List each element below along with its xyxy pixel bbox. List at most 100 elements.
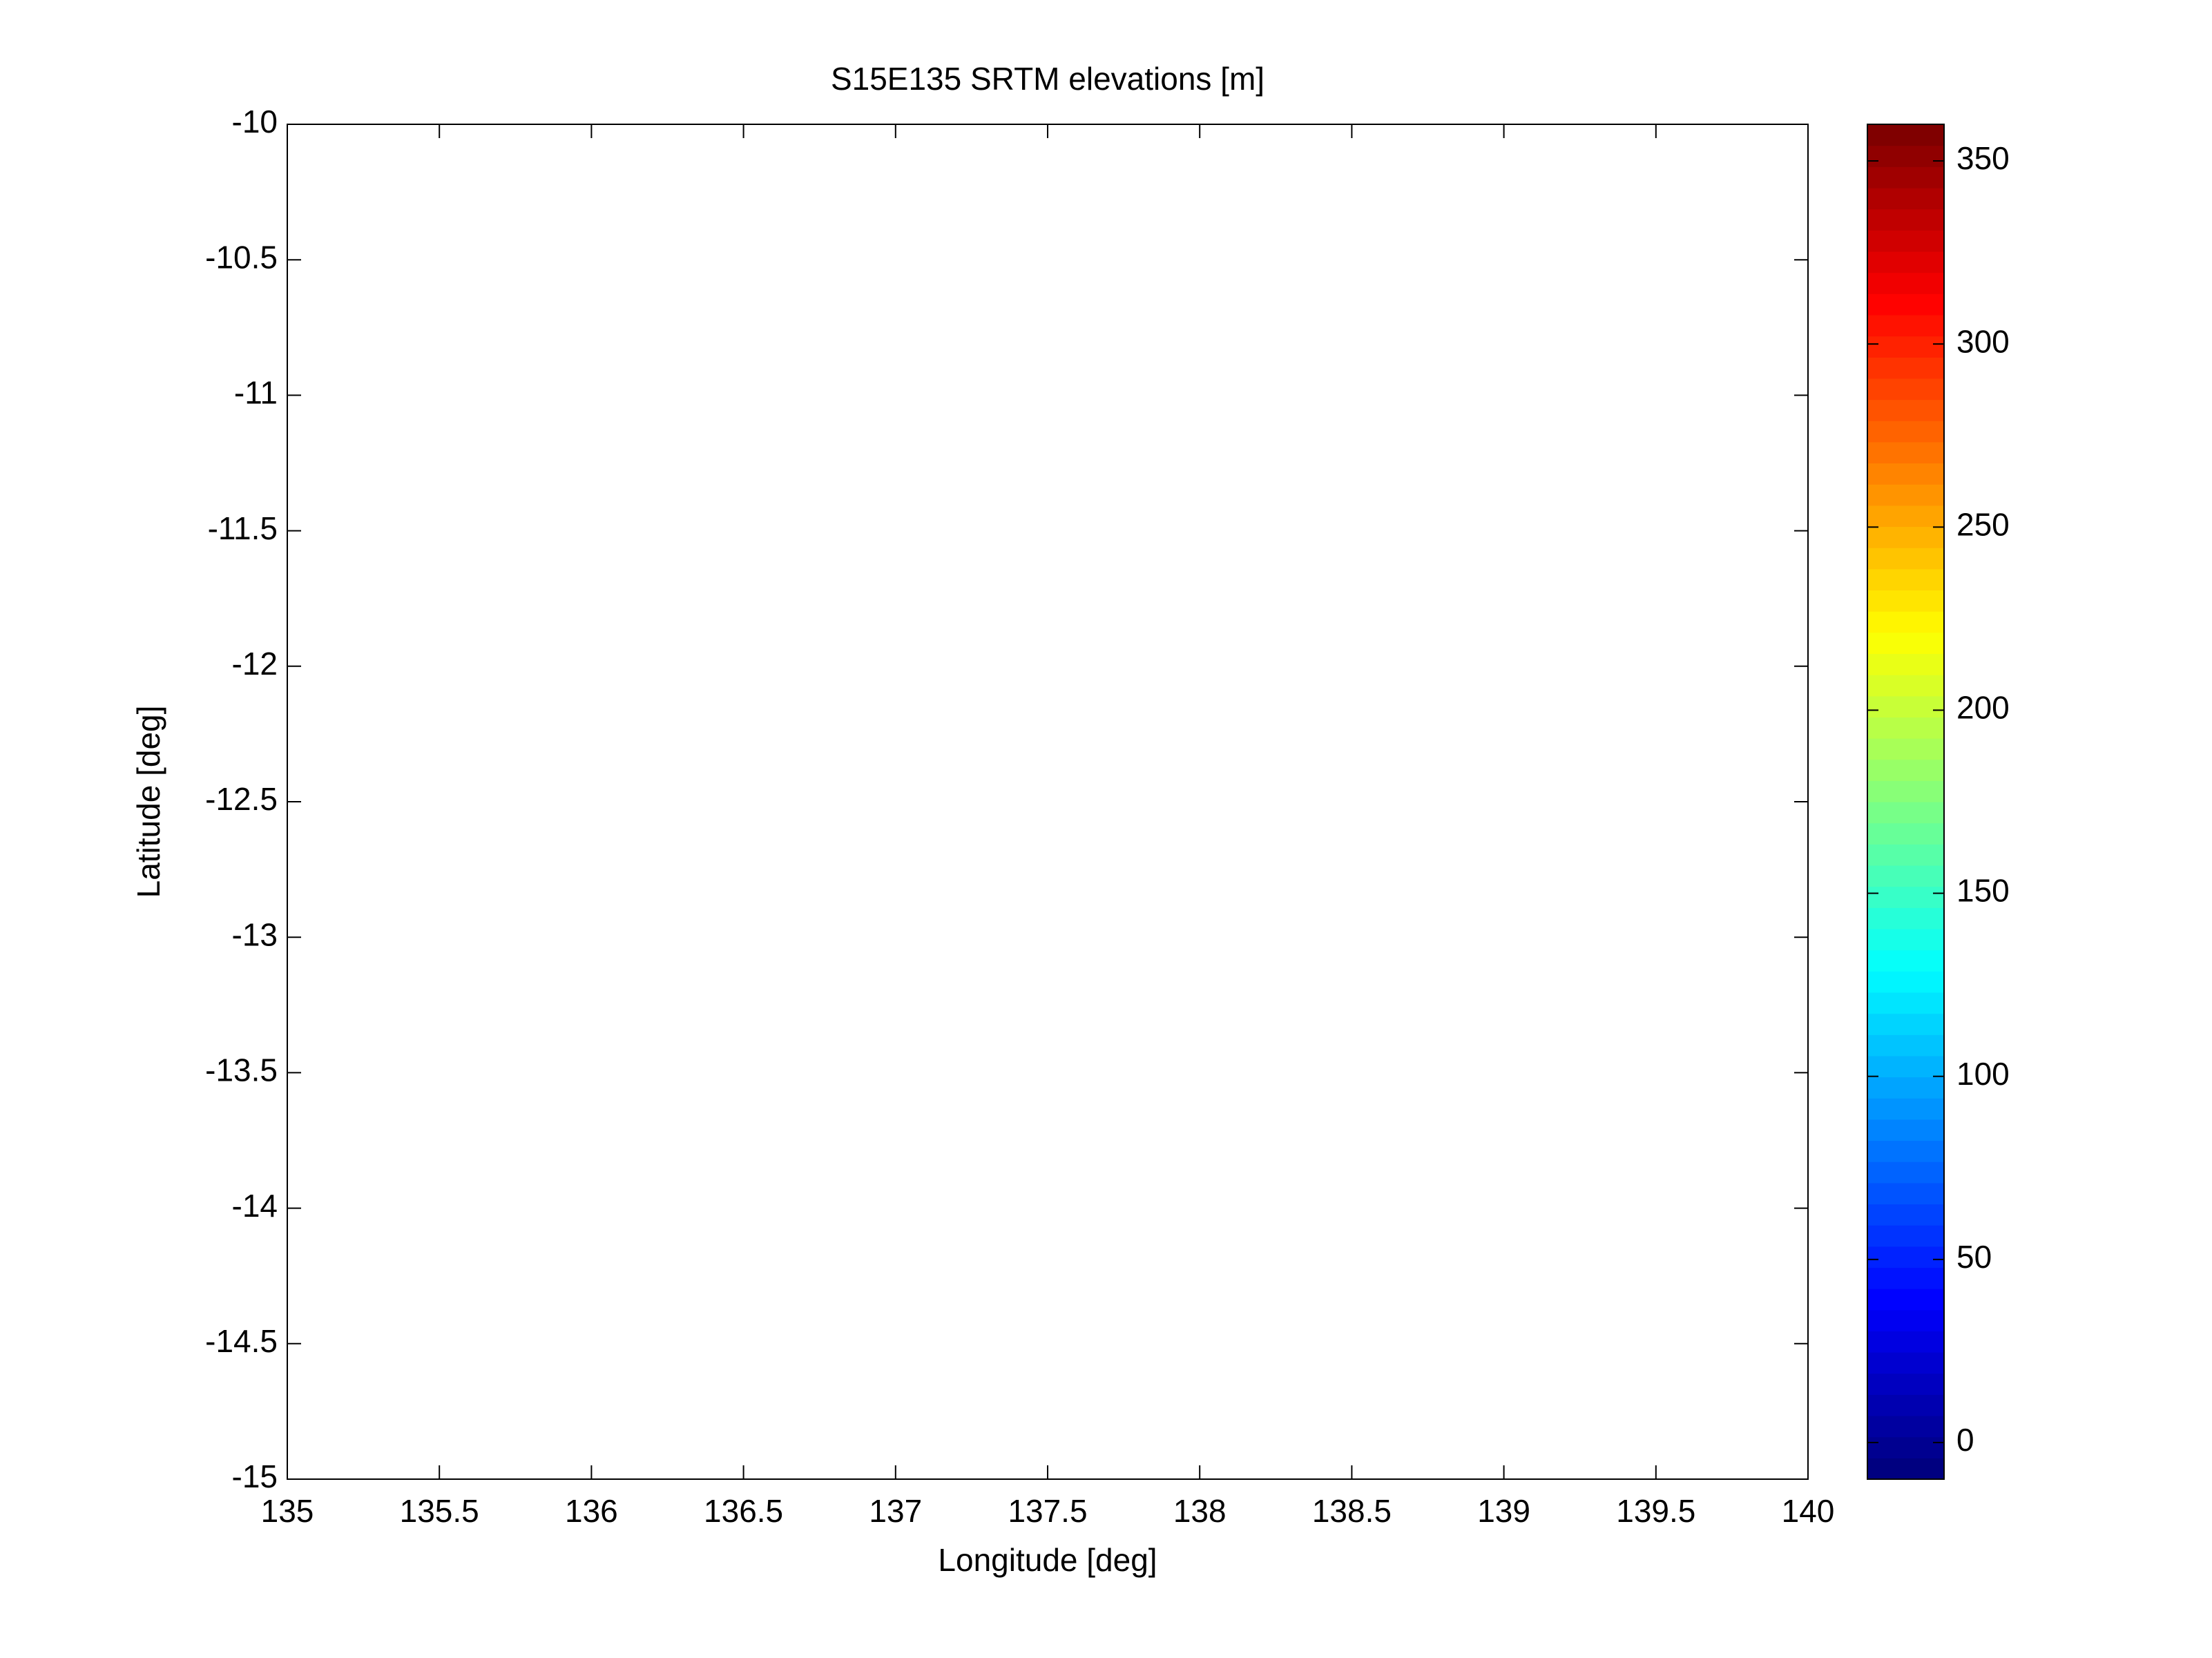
- y-tick-label: -14.5: [205, 1323, 278, 1359]
- x-tick-label: 139: [1477, 1493, 1530, 1529]
- colorbar-step: [1867, 653, 1944, 675]
- colorbar-step: [1867, 441, 1944, 464]
- colorbar-step: [1867, 1140, 1944, 1162]
- y-tick-label: -10: [232, 104, 278, 139]
- x-tick-label: 135: [261, 1493, 314, 1529]
- colorbar-step: [1867, 336, 1944, 358]
- colorbar-step: [1867, 399, 1944, 421]
- colorbar-step: [1867, 272, 1944, 294]
- colorbar-step: [1867, 675, 1944, 697]
- colorbar-step: [1867, 950, 1944, 972]
- y-tick-label: -13.5: [205, 1052, 278, 1088]
- colorbar-step: [1867, 780, 1944, 802]
- colorbar-step: [1867, 759, 1944, 781]
- colorbar-step: [1867, 1458, 1944, 1480]
- colorbar-step: [1867, 1098, 1944, 1120]
- colorbar-step: [1867, 992, 1944, 1014]
- x-tick-label: 137.5: [1008, 1493, 1087, 1529]
- colorbar-tick-label: 350: [1956, 140, 2010, 176]
- x-tick-label: 135.5: [400, 1493, 479, 1529]
- colorbar-step: [1867, 1225, 1944, 1247]
- colorbar-step: [1867, 568, 1944, 591]
- colorbar-step: [1867, 1119, 1944, 1141]
- colorbar-tick-label: 100: [1956, 1056, 2010, 1092]
- colorbar-step: [1867, 1309, 1944, 1332]
- y-tick-label: -14: [232, 1188, 278, 1224]
- colorbar-step: [1867, 822, 1944, 845]
- colorbar-step: [1867, 632, 1944, 655]
- colorbar-step: [1867, 971, 1944, 993]
- colorbar-step: [1867, 251, 1944, 273]
- x-tick-label: 136: [565, 1493, 618, 1529]
- colorbar-step: [1867, 463, 1944, 485]
- colorbar-step: [1867, 1034, 1944, 1057]
- colorbar-step: [1867, 293, 1944, 316]
- x-axis-label: Longitude [deg]: [938, 1542, 1157, 1578]
- colorbar-step: [1867, 611, 1944, 633]
- x-tick-label: 138.5: [1312, 1493, 1392, 1529]
- colorbar-step: [1867, 717, 1944, 739]
- colorbar-step: [1867, 548, 1944, 570]
- colorbar-step: [1867, 421, 1944, 443]
- x-tick-label: 136.5: [704, 1493, 783, 1529]
- colorbar-step: [1867, 886, 1944, 908]
- colorbar-step: [1867, 1289, 1944, 1311]
- colorbar-step: [1867, 1267, 1944, 1289]
- x-tick-label: 140: [1782, 1493, 1835, 1529]
- colorbar-step: [1867, 1204, 1944, 1226]
- colorbar-step: [1867, 907, 1944, 929]
- x-tick-label: 139.5: [1616, 1493, 1695, 1529]
- y-tick-label: -11: [234, 375, 278, 411]
- colorbar-step: [1867, 1373, 1944, 1395]
- colorbar-step: [1867, 209, 1944, 231]
- colorbar-step: [1867, 1352, 1944, 1374]
- colorbar-step: [1867, 1161, 1944, 1184]
- y-tick-label: -12.5: [205, 781, 278, 817]
- colorbar-tick-label: 0: [1956, 1422, 1974, 1458]
- colorbar-tick-label: 50: [1956, 1239, 1992, 1275]
- colorbar-step: [1867, 314, 1944, 337]
- colorbar-step: [1867, 1394, 1944, 1416]
- colorbar-step: [1867, 844, 1944, 866]
- colorbar-step: [1867, 738, 1944, 760]
- colorbar-step: [1867, 187, 1944, 210]
- colorbar-tick-label: 200: [1956, 690, 2010, 726]
- axes: 135 135.5 136 136.5 137 137.5 138 138.5 139 139.5…: [205, 104, 1834, 1529]
- colorbar-step: [1867, 865, 1944, 887]
- colorbar-step: [1867, 357, 1944, 379]
- colorbar: 0 50 100 150 200 250 300 350: [1867, 124, 2010, 1480]
- colorbar-step: [1867, 1055, 1944, 1078]
- y-tick-label: -12: [232, 646, 278, 682]
- colorbar-step: [1867, 1436, 1944, 1458]
- colorbar-step: [1867, 802, 1944, 824]
- colorbar-step: [1867, 505, 1944, 528]
- colorbar-step: [1867, 230, 1944, 252]
- y-axis-label: Latitude [deg]: [131, 706, 166, 898]
- colorbar-step: [1867, 124, 1944, 146]
- y-tick-label: -15: [232, 1458, 278, 1494]
- y-tick-label: -11.5: [208, 510, 278, 546]
- colorbar-step: [1867, 484, 1944, 506]
- x-tick-label: 137: [869, 1493, 922, 1529]
- colorbar-step: [1867, 526, 1944, 548]
- colorbar-step: [1867, 1331, 1944, 1353]
- colorbar-step: [1867, 1077, 1944, 1099]
- colorbar-step: [1867, 1013, 1944, 1035]
- colorbar-step: [1867, 1246, 1944, 1269]
- chart-title: S15E135 SRTM elevations [m]: [831, 61, 1264, 97]
- colorbar-tick-label: 150: [1956, 873, 2010, 909]
- colorbar-tick-label: 250: [1956, 506, 2010, 542]
- colorbar-step: [1867, 145, 1944, 167]
- colorbar-step: [1867, 166, 1944, 189]
- colorbar-tick-label: 300: [1956, 323, 2010, 359]
- colorbar-step: [1867, 928, 1944, 951]
- colorbar-step: [1867, 1416, 1944, 1438]
- colorbar-frame: [1867, 124, 1945, 1480]
- colorbar-step: [1867, 695, 1944, 717]
- colorbar-step: [1867, 378, 1944, 401]
- y-tick-label: -13: [232, 916, 278, 952]
- colorbar-step: [1867, 1182, 1944, 1205]
- y-tick-label: -10.5: [205, 239, 278, 275]
